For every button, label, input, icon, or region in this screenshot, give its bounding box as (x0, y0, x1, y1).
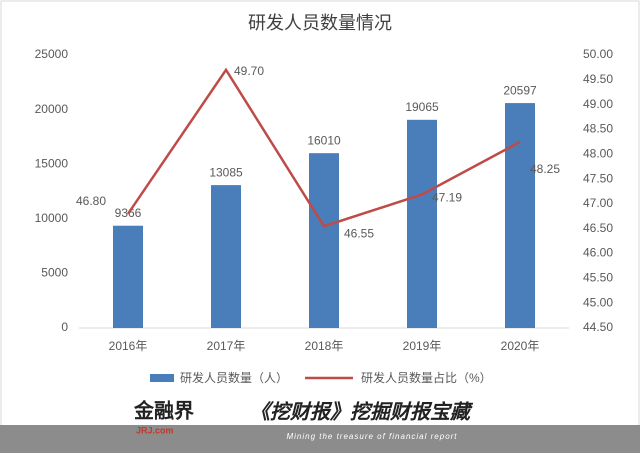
footer-logo-sub: JRJ.com (136, 425, 174, 435)
footer-slogan: 《挖财报》挖掘财报宝藏 (250, 400, 474, 423)
y2-tick-label: 49.00 (583, 97, 613, 111)
x-tick-label: 2018年 (305, 339, 344, 353)
x-tick-label: 2020年 (501, 339, 540, 353)
y2-tick-label: 48.00 (583, 146, 613, 160)
legend-swatch (150, 374, 174, 382)
chart-title: 研发人员数量情况 (248, 13, 392, 33)
footer-tagline: Mining the treasure of financial report (286, 432, 457, 441)
line-value-label: 46.80 (76, 194, 106, 208)
y2-tick-label: 48.50 (583, 122, 613, 136)
y2-tick-label: 45.50 (583, 271, 613, 285)
legend-label: 研发人员数量占比（%） (361, 370, 492, 385)
y-tick-label: 0 (61, 320, 68, 334)
y2-tick-label: 45.00 (583, 295, 613, 309)
footer-band (0, 425, 640, 453)
line (126, 67, 521, 228)
y-tick-label: 20000 (35, 102, 69, 116)
x-tick-label: 2019年 (403, 339, 442, 353)
bar (505, 103, 535, 329)
y2-tick-label: 47.50 (583, 171, 613, 185)
bar (309, 153, 339, 328)
y2-tick-label: 49.50 (583, 72, 613, 86)
y-tick-label: 5000 (41, 266, 68, 280)
y2-tick-label: 46.00 (583, 246, 613, 260)
bar-value-label: 16010 (307, 133, 341, 147)
line-value-label: 48.25 (530, 162, 560, 176)
y-tick-label: 25000 (35, 47, 69, 61)
y-tick-label: 15000 (35, 156, 69, 170)
y2-tick-label: 50.00 (583, 47, 613, 61)
y2-tick-label: 44.50 (583, 320, 613, 334)
bar (407, 119, 437, 328)
y2-tick-label: 46.50 (583, 221, 613, 235)
legend-label: 研发人员数量（人） (180, 370, 288, 385)
line-value-label: 46.55 (344, 226, 374, 240)
bar-value-label: 13085 (209, 165, 243, 179)
line-value-label: 47.19 (432, 191, 462, 205)
x-tick-label: 2016年 (109, 339, 148, 353)
bar (113, 225, 143, 328)
y2-tick-label: 47.00 (583, 196, 613, 210)
bar-value-label: 19065 (405, 100, 439, 114)
x-tick-label: 2017年 (207, 339, 246, 353)
y-tick-label: 10000 (35, 211, 69, 225)
line-value-label: 49.70 (234, 64, 264, 78)
bar-value-label: 20597 (503, 83, 537, 97)
bar (211, 185, 241, 328)
footer-logo: 金融界 (133, 398, 194, 422)
